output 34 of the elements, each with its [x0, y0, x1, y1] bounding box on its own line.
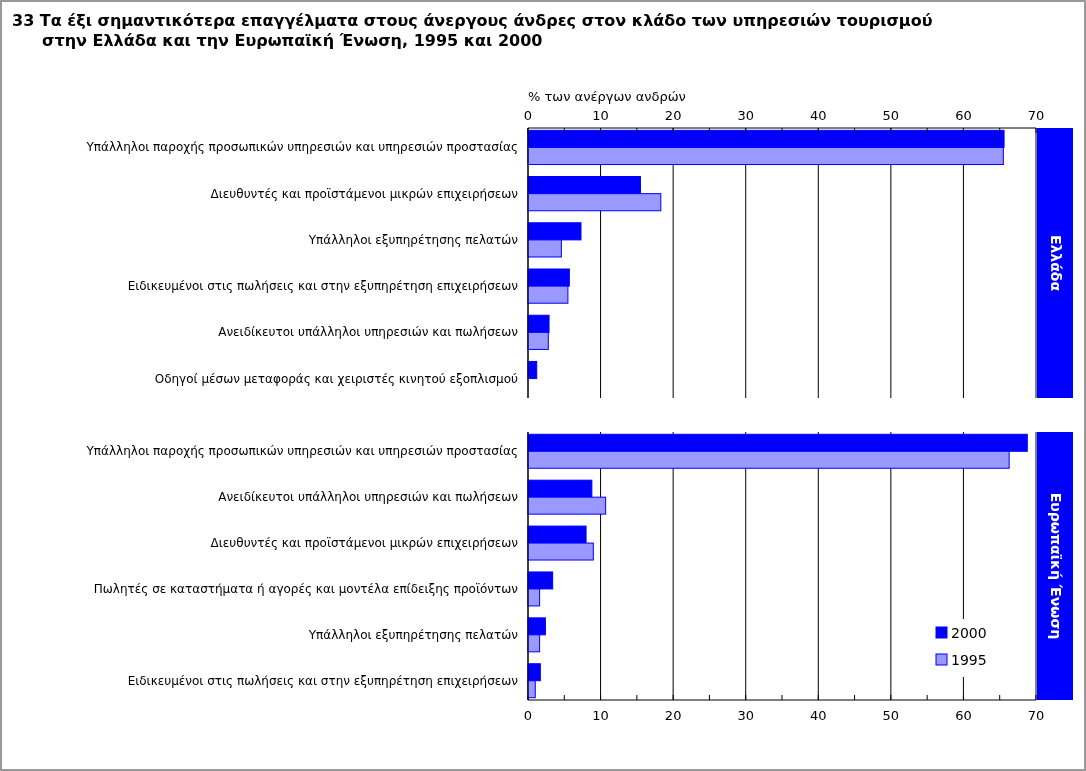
x-tick-label: 10 [592, 708, 609, 723]
chart-title: 33 Τα έξι σημαντικότερα επαγγέλματα στους άνεργους άνδρες στον κλάδο των υπηρεσιών τουρισμού στην Ελλάδα και την Ευρωπαϊκή Ένωση, 1995 και 2000 [12, 11, 933, 50]
y-tick-label: Ανειδίκευτοι υπάλληλοι υπηρεσιών και πωλήσεων [218, 489, 519, 504]
x-axis-title: % των ανέργων ανδρών [528, 89, 686, 104]
y-tick-label: Διευθυντές και προϊστάμενοι μικρών επιχειρήσεων [210, 535, 519, 550]
x-tick-label: 60 [955, 108, 972, 123]
x-tick-label: 0 [523, 108, 533, 123]
legend-label: 1995 [951, 652, 987, 668]
x-tick-label: 20 [664, 108, 682, 123]
x-tick-label: 0 [523, 708, 533, 723]
y-tick-label: Ανειδίκευτοι υπάλληλοι υπηρεσιών και πωλήσεων [218, 324, 519, 339]
text: Ευρωπαϊκή Ένωση [1048, 492, 1064, 640]
x-tick-label: 50 [882, 108, 900, 123]
y-tick-label: Υπάλληλοι παροχής προσωπικών υπηρεσιών και υπηρεσιών προστασίας [85, 139, 518, 154]
text: Ελλάδα [1048, 234, 1064, 292]
x-tick-label: 40 [810, 108, 827, 123]
x-tick-label: 70 [1027, 708, 1045, 723]
x-tick-label: 30 [737, 708, 754, 723]
y-tick-label: Πωλητές σε καταστήματα ή αγορές και μοντέλα επίδειξης προϊόντων [93, 581, 519, 596]
y-tick-label: Ειδικευμένοι στις πωλήσεις και στην εξυπηρέτηση επιχειρήσεων [127, 673, 519, 688]
x-tick-label: 40 [810, 708, 827, 723]
y-tick-label: Οδηγοί μέσων μεταφοράς και χειριστές κινητού εξοπλισμού [154, 371, 519, 386]
x-tick-label: 60 [955, 708, 972, 723]
y-tick-label: Υπάλληλοι εξυπηρέτησης πελατών [307, 232, 519, 247]
y-tick-label: Υπάλληλοι εξυπηρέτησης πελατών [307, 627, 519, 642]
legend-label: 2000 [951, 625, 987, 641]
x-tick-label: 10 [592, 108, 609, 123]
x-tick-label: 30 [737, 108, 754, 123]
x-tick-label: 20 [664, 708, 682, 723]
y-tick-label: Υπάλληλοι παροχής προσωπικών υπηρεσιών και υπηρεσιών προστασίας [85, 443, 518, 458]
y-tick-label: Διευθυντές και προϊστάμενοι μικρών επιχειρήσεων [210, 186, 519, 201]
y-tick-label: Ειδικευμένοι στις πωλήσεις και στην εξυπηρέτηση επιχειρήσεων [127, 278, 519, 293]
x-tick-label: 50 [882, 708, 900, 723]
x-tick-label: 70 [1027, 108, 1045, 123]
